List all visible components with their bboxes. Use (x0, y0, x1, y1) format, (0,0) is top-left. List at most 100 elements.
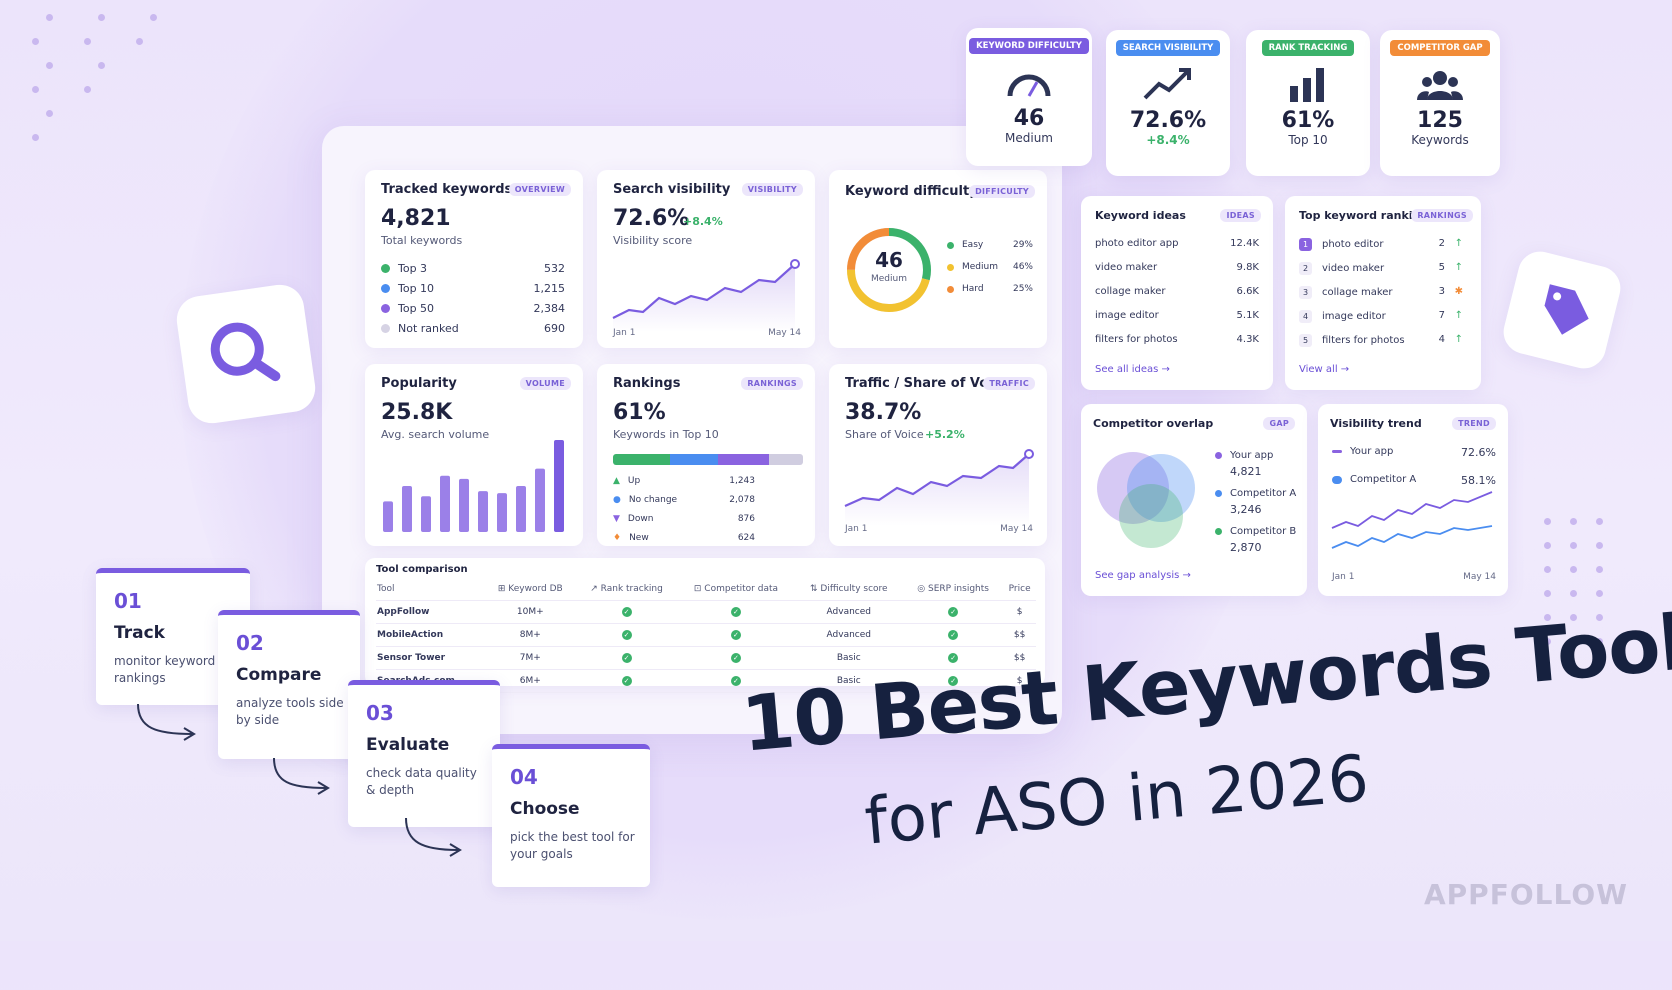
table-cell: ✓ (575, 623, 678, 647)
rank-position: 3 (1438, 286, 1445, 297)
table-row: Sensor Tower 7M+ ✓ ✓ Basic ✓ $$ (376, 646, 1036, 670)
dot (32, 86, 39, 93)
check-icon: ✓ (948, 607, 959, 617)
legend-value: 58.1% (1461, 474, 1496, 487)
ranking-row[interactable]: 5 filters for photos (1299, 334, 1405, 347)
rankings-card: Rankings RANKINGS 61% Keywords in Top 10… (597, 364, 815, 546)
idea-volume: 5.1K (1236, 310, 1259, 321)
dot (98, 14, 105, 21)
legend-value: 876 (737, 514, 755, 524)
search-tile (173, 281, 319, 427)
legend-dot (381, 304, 390, 313)
metric-value: 61% (1281, 108, 1335, 133)
legend-value: 532 (544, 262, 565, 275)
table-header-cell: ↗ Rank tracking (575, 578, 678, 601)
popularity-bar (535, 468, 545, 532)
dot (1570, 518, 1577, 525)
metric-value: 125 (1417, 108, 1463, 133)
popularity-bar (497, 493, 507, 532)
step-number: 03 (366, 701, 394, 725)
axis-end: May 14 (1463, 572, 1496, 582)
axis-end: May 14 (768, 328, 801, 338)
table-cell: $$ (1003, 623, 1036, 647)
dot (1596, 614, 1603, 621)
dot (84, 38, 91, 45)
table-row: MobileAction 8M+ ✓ ✓ Advanced ✓ $$ (376, 623, 1036, 647)
step-description: pick the best tool for your goals (510, 830, 635, 861)
dot (32, 38, 39, 45)
legend-label: Competitor A (1350, 474, 1417, 485)
table-cell: 6M+ (484, 669, 576, 693)
idea-keyword[interactable]: filters for photos (1095, 334, 1178, 345)
legend-label: Easy (962, 240, 984, 250)
see-all-ideas-link[interactable]: See all ideas → (1095, 364, 1170, 375)
table-cell: ✓ (677, 623, 795, 647)
check-icon: ✓ (621, 653, 632, 663)
visibility-delta: +8.4% (683, 215, 723, 228)
idea-keyword[interactable]: photo editor app (1095, 238, 1179, 249)
see-gap-analysis-link[interactable]: See gap analysis → (1095, 570, 1191, 581)
view-all-link[interactable]: View all → (1299, 364, 1350, 375)
ranking-row[interactable]: 2 video maker (1299, 262, 1384, 275)
rank-position: 7 (1438, 310, 1445, 321)
rank-number: 1 (1299, 238, 1312, 251)
search-icon (210, 322, 281, 382)
legend-row: Easy (947, 240, 983, 250)
idea-keyword[interactable]: image editor (1095, 310, 1159, 321)
card-title: Top keyword rankings (1299, 209, 1435, 222)
table-cell: 8M+ (484, 623, 576, 647)
ranking-row[interactable]: 4 image editor (1299, 310, 1386, 323)
legend-row: Medium (947, 262, 998, 272)
rank-trend-icon: ↑ (1454, 238, 1463, 249)
ranking-row[interactable]: 3 collage maker (1299, 286, 1393, 299)
metric-card: KEYWORD DIFFICULTY 46 Medium (966, 28, 1092, 166)
popularity-bar (516, 486, 526, 532)
table-header-row: Tool ⊞ Keyword DB ↗ Rank tracking ⊡ Competi… (376, 578, 1036, 601)
table-cell: ✓ (677, 600, 795, 624)
dot (150, 14, 157, 21)
idea-keyword[interactable]: video maker (1095, 262, 1158, 273)
table-cell: ✓ (575, 600, 678, 624)
keyword-difficulty-card: Keyword difficulty DIFFICULTY 46 Medium … (829, 170, 1047, 348)
popularity-card: Popularity VOLUME 25.8K Avg. search volu… (365, 364, 583, 546)
table-cell: ✓ (902, 600, 1004, 624)
dot (46, 14, 53, 21)
legend-label: Your app (1350, 446, 1394, 457)
legend-label: Top 50 (398, 302, 435, 315)
ranking-keyword: collage maker (1322, 287, 1393, 298)
legend-label: Competitor B (1230, 526, 1297, 537)
metric-sub: Medium (1005, 131, 1053, 145)
ranking-row[interactable]: 1 photo editor (1299, 238, 1383, 251)
metric-sub: Keywords (1411, 133, 1469, 147)
visibility-trend-chart (1331, 491, 1493, 549)
table-cell: ✓ (677, 669, 795, 693)
visibility-sub: Visibility score (613, 234, 693, 247)
table-header-cell: ⊡ Competitor data (677, 578, 795, 601)
step-number: 02 (236, 631, 264, 655)
table-cell: Advanced (794, 623, 903, 647)
metric-tag: RANK TRACKING (1261, 40, 1355, 56)
step-card: 03 Evaluate check data quality & depth (348, 680, 500, 827)
rank-trend-icon: ✱ (1454, 286, 1463, 297)
card-title: Popularity (381, 376, 457, 391)
table-cell: Basic (794, 646, 903, 670)
check-icon: ✓ (730, 676, 741, 686)
dot (1544, 566, 1551, 573)
dot (84, 86, 91, 93)
table-cell: $ (1003, 669, 1036, 693)
legend-dot (381, 264, 390, 273)
idea-keyword[interactable]: collage maker (1095, 286, 1166, 297)
legend-row: Top 3 (381, 262, 427, 275)
popularity-bar (383, 501, 393, 532)
legend-dot (1215, 452, 1222, 459)
legend-label: Hard (962, 284, 984, 294)
rankings-stacked-bar (613, 454, 803, 465)
legend-label: Competitor A (1230, 488, 1297, 499)
legend-dot (947, 285, 954, 293)
dot (46, 62, 53, 69)
top-keyword-rankings-card: Top keyword rankings RANKINGS View all →… (1285, 196, 1481, 390)
legend-value: 2,384 (533, 302, 566, 315)
step-card: 02 Compare analyze tools side by side (218, 610, 360, 759)
ranking-keyword: filters for photos (1322, 335, 1405, 346)
legend-row: Top 50 (381, 302, 434, 315)
